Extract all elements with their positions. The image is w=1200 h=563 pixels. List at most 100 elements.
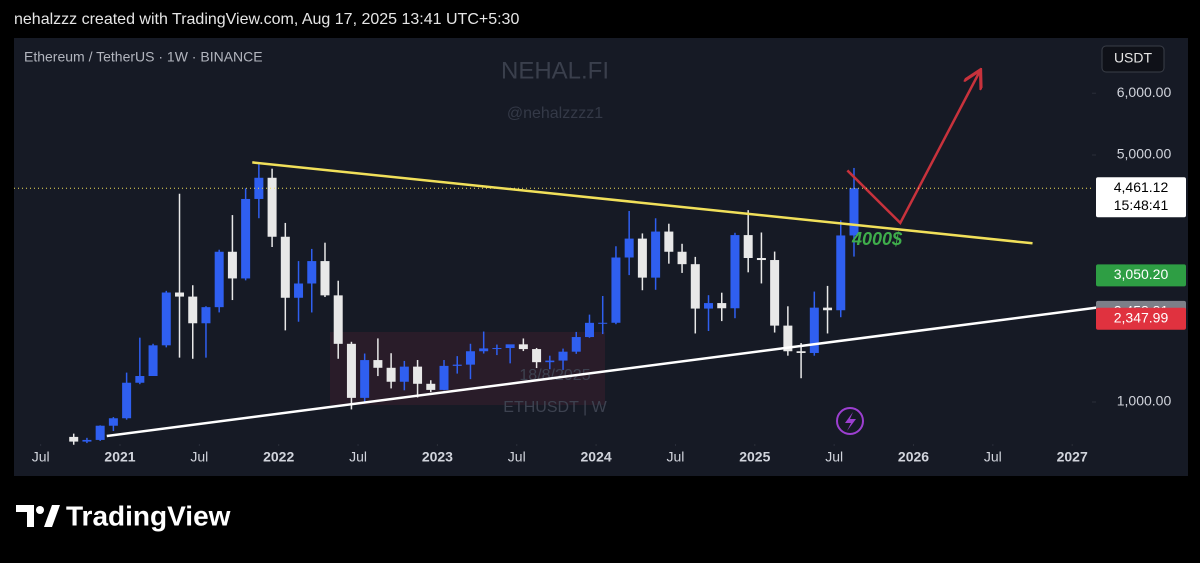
currency-button[interactable] [1101,45,1165,73]
candle-body [518,344,528,350]
candle-body [95,425,105,440]
x-tick-label: 2027 [1057,449,1088,465]
candle-body [756,257,766,261]
x-tick-label: 2026 [898,449,929,465]
header-text: nehalzzz created with TradingView.com, A… [14,11,519,28]
candle-body [241,198,251,279]
candle-body [188,296,198,324]
x-tick-label: Jul [349,449,367,465]
price-marker-label: 4,461.12 [1114,179,1169,195]
candle-body [624,238,634,258]
candle-body [426,383,436,390]
candle-body [796,351,806,353]
x-tick-label: 2021 [104,449,135,465]
candle-body [333,295,343,344]
candle-body [280,236,290,298]
candle-body [452,364,462,366]
countdown: 15:48:41 [1114,197,1169,213]
annotation: 4000$ [851,229,903,249]
candle-body [584,322,594,338]
price-marker [1096,307,1186,330]
candle-body [849,188,859,236]
event-icon-bolt [845,412,856,431]
candle-body [307,261,317,284]
x-tick-label: Jul [825,449,843,465]
candle-body [690,264,700,309]
watermark: ETHUSDT | W [503,399,607,416]
candle-body [413,366,423,384]
plot: 1,000.00 5,000.00 6,000.00 Jul 2021 Jul 2022 Ju… [14,72,1186,465]
candle-body [704,303,714,309]
candle-body [730,235,740,309]
trendline [106,304,1113,438]
candle-body [227,251,237,279]
candle-body [135,376,145,383]
candle-body [201,307,211,324]
candle-body [532,349,542,363]
candle-body [651,231,661,278]
candle-body [664,231,674,252]
candle-body [505,344,515,349]
trendline [252,161,1033,245]
price-marker-label: 2,347.99 [1114,309,1169,325]
price-marker-label: 3,050.20 [1114,266,1169,282]
candle-body [611,257,621,323]
candle-body [399,366,409,382]
candle-body [373,360,383,368]
candle-body [770,260,780,326]
watermark: @nehalzzzz1 [507,105,603,122]
candle-body [214,251,224,308]
candle-body [267,177,277,237]
event-icon[interactable] [836,407,864,435]
candle-body [677,251,687,265]
candle-body [148,345,158,377]
y-tick-label: 5,000.00 [1117,146,1172,162]
candle-body [558,351,568,361]
candle-body [823,307,833,311]
x-tick-label: Jul [666,449,684,465]
candle-body [465,351,475,365]
candle-body [492,348,502,350]
candle-body [82,439,92,442]
x-tick-label: Jul [508,449,526,465]
y-tick-label: 6,000.00 [1117,84,1172,100]
y-tick-label: 1,000.00 [1117,393,1172,409]
x-tick-label: Jul [190,449,208,465]
candle-body [320,261,330,296]
candle-body [836,235,846,311]
candle-body [598,322,608,324]
candle-body [717,303,727,309]
x-tick-label: Jul [984,449,1002,465]
range-box [330,332,605,405]
logo-text: TradingView [66,500,231,531]
x-tick-label: 2025 [739,449,770,465]
watermark: NEHAL.FI [501,57,609,84]
candle-body [545,360,555,363]
candle-body [386,367,396,382]
candle-body [783,325,793,352]
price-marker [1096,264,1186,287]
price-marker [1096,177,1186,218]
trendline [846,72,979,225]
candle-body [175,292,185,297]
candle-body [360,360,370,398]
candle-body [743,235,753,258]
candle-body [161,292,171,346]
x-tick-label: 2022 [263,449,294,465]
candle-body [809,307,819,353]
candle-body [108,418,118,426]
candle-body [637,238,647,278]
candle-body [122,382,132,419]
candle-body [346,343,356,398]
candle-body [69,436,79,442]
candle-body [439,365,449,390]
currency-label[interactable]: USDT [1114,50,1153,66]
symbol-title: Ethereum / TetherUS · 1W · BINANCE [24,49,263,65]
logo [16,505,60,527]
candle-body [571,337,581,352]
x-tick-label: 2023 [422,449,453,465]
x-tick-label: Jul [32,449,50,465]
candle-body [294,283,304,298]
